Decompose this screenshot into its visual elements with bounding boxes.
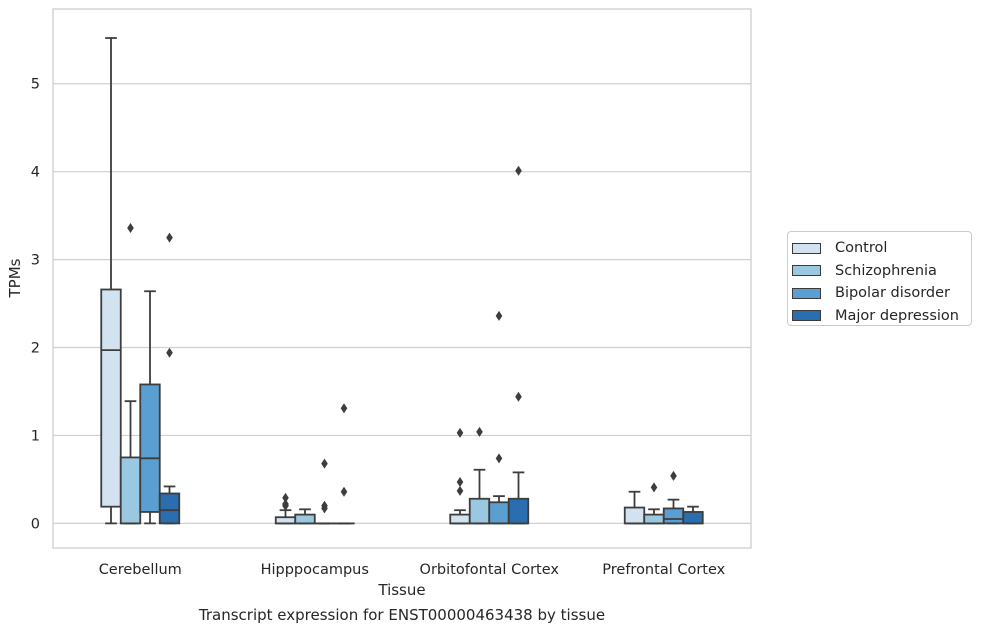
box-plot-series (100, 37, 704, 525)
outlier-point (321, 458, 328, 469)
outlier-point (282, 492, 289, 503)
outlier-point (495, 310, 503, 321)
outlier-point (127, 222, 134, 233)
x-axis-label: Tissue (377, 581, 425, 599)
box (507, 165, 530, 525)
outlier-point (456, 485, 464, 496)
y-tick-label: 4 (31, 165, 40, 181)
box (158, 232, 181, 525)
y-tick-label: 5 (31, 77, 40, 93)
box-iqr (468, 497, 491, 525)
box-iqr (158, 492, 181, 525)
x-tick-label: Prefrontal Cortex (602, 562, 725, 578)
outlier-point (340, 403, 348, 414)
legend-swatch (792, 310, 821, 322)
box (294, 508, 316, 525)
outlier-point (650, 482, 658, 493)
legend-label: Major depression (835, 307, 959, 324)
box-iqr (100, 288, 122, 508)
box (468, 426, 491, 525)
box-iqr (294, 513, 316, 525)
legend-item: Schizophrenia (792, 260, 971, 283)
legend-swatch (792, 242, 821, 254)
legend-label: Bipolar disorder (835, 285, 950, 302)
outlier-point (321, 500, 328, 511)
outlier-point (515, 165, 522, 176)
legend: Control Schizophrenia Bipolar disorder Majo… (787, 231, 972, 326)
box-iqr (643, 513, 665, 525)
legend-label: Control (835, 240, 888, 257)
box (119, 222, 142, 525)
y-axis-ticks: 0 1 2 3 4 5 (31, 77, 40, 533)
x-axis-ticks: Cerebellum Hipppocampus Orbitofontal Corte… (99, 562, 726, 578)
box-iqr (507, 497, 530, 525)
box (449, 427, 471, 525)
x-tick-label: Cerebellum (99, 562, 182, 578)
legend-item: Control (792, 237, 971, 260)
outlier-point (495, 453, 503, 464)
y-tick-label: 3 (31, 253, 40, 269)
box (682, 505, 704, 525)
plot-frame (52, 8, 752, 549)
outlier-point (456, 477, 464, 488)
x-tick-label: Hipppocampus (261, 562, 369, 578)
box-iqr (488, 501, 510, 525)
legend-swatch (792, 287, 821, 299)
box (333, 403, 355, 525)
box-iqr (682, 511, 704, 525)
outlier-point (166, 232, 173, 243)
outlier-point (340, 486, 348, 497)
x-tick-label: Orbitofontal Cortex (420, 562, 560, 578)
box (623, 490, 646, 525)
box (643, 482, 665, 525)
box (100, 37, 122, 525)
legend-item: Bipolar disorder (792, 282, 971, 305)
box-iqr (139, 383, 161, 513)
legend-label: Schizophrenia (835, 262, 937, 279)
outlier-point (476, 426, 483, 437)
box (139, 290, 161, 525)
box-iqr (662, 507, 685, 525)
outlier-point (166, 347, 173, 358)
outlier-point (456, 427, 464, 438)
y-tick-label: 0 (31, 516, 40, 532)
box (313, 458, 336, 525)
y-tick-label: 2 (31, 341, 40, 357)
y-axis-label: TPMs (6, 258, 24, 298)
box-iqr (449, 513, 471, 525)
box (662, 470, 685, 525)
box (274, 492, 297, 525)
box-iqr (274, 516, 297, 525)
y-tick-label: 1 (31, 428, 40, 444)
outlier-point (282, 499, 289, 510)
legend-item: Major depression (792, 305, 971, 328)
outlier-point (670, 470, 677, 481)
box (488, 310, 510, 525)
box-iqr (119, 456, 142, 525)
chart-caption: Transcript expression for ENST0000046343… (198, 606, 606, 624)
box-iqr (623, 506, 646, 525)
outlier-point (515, 391, 522, 402)
legend-swatch (792, 265, 821, 277)
